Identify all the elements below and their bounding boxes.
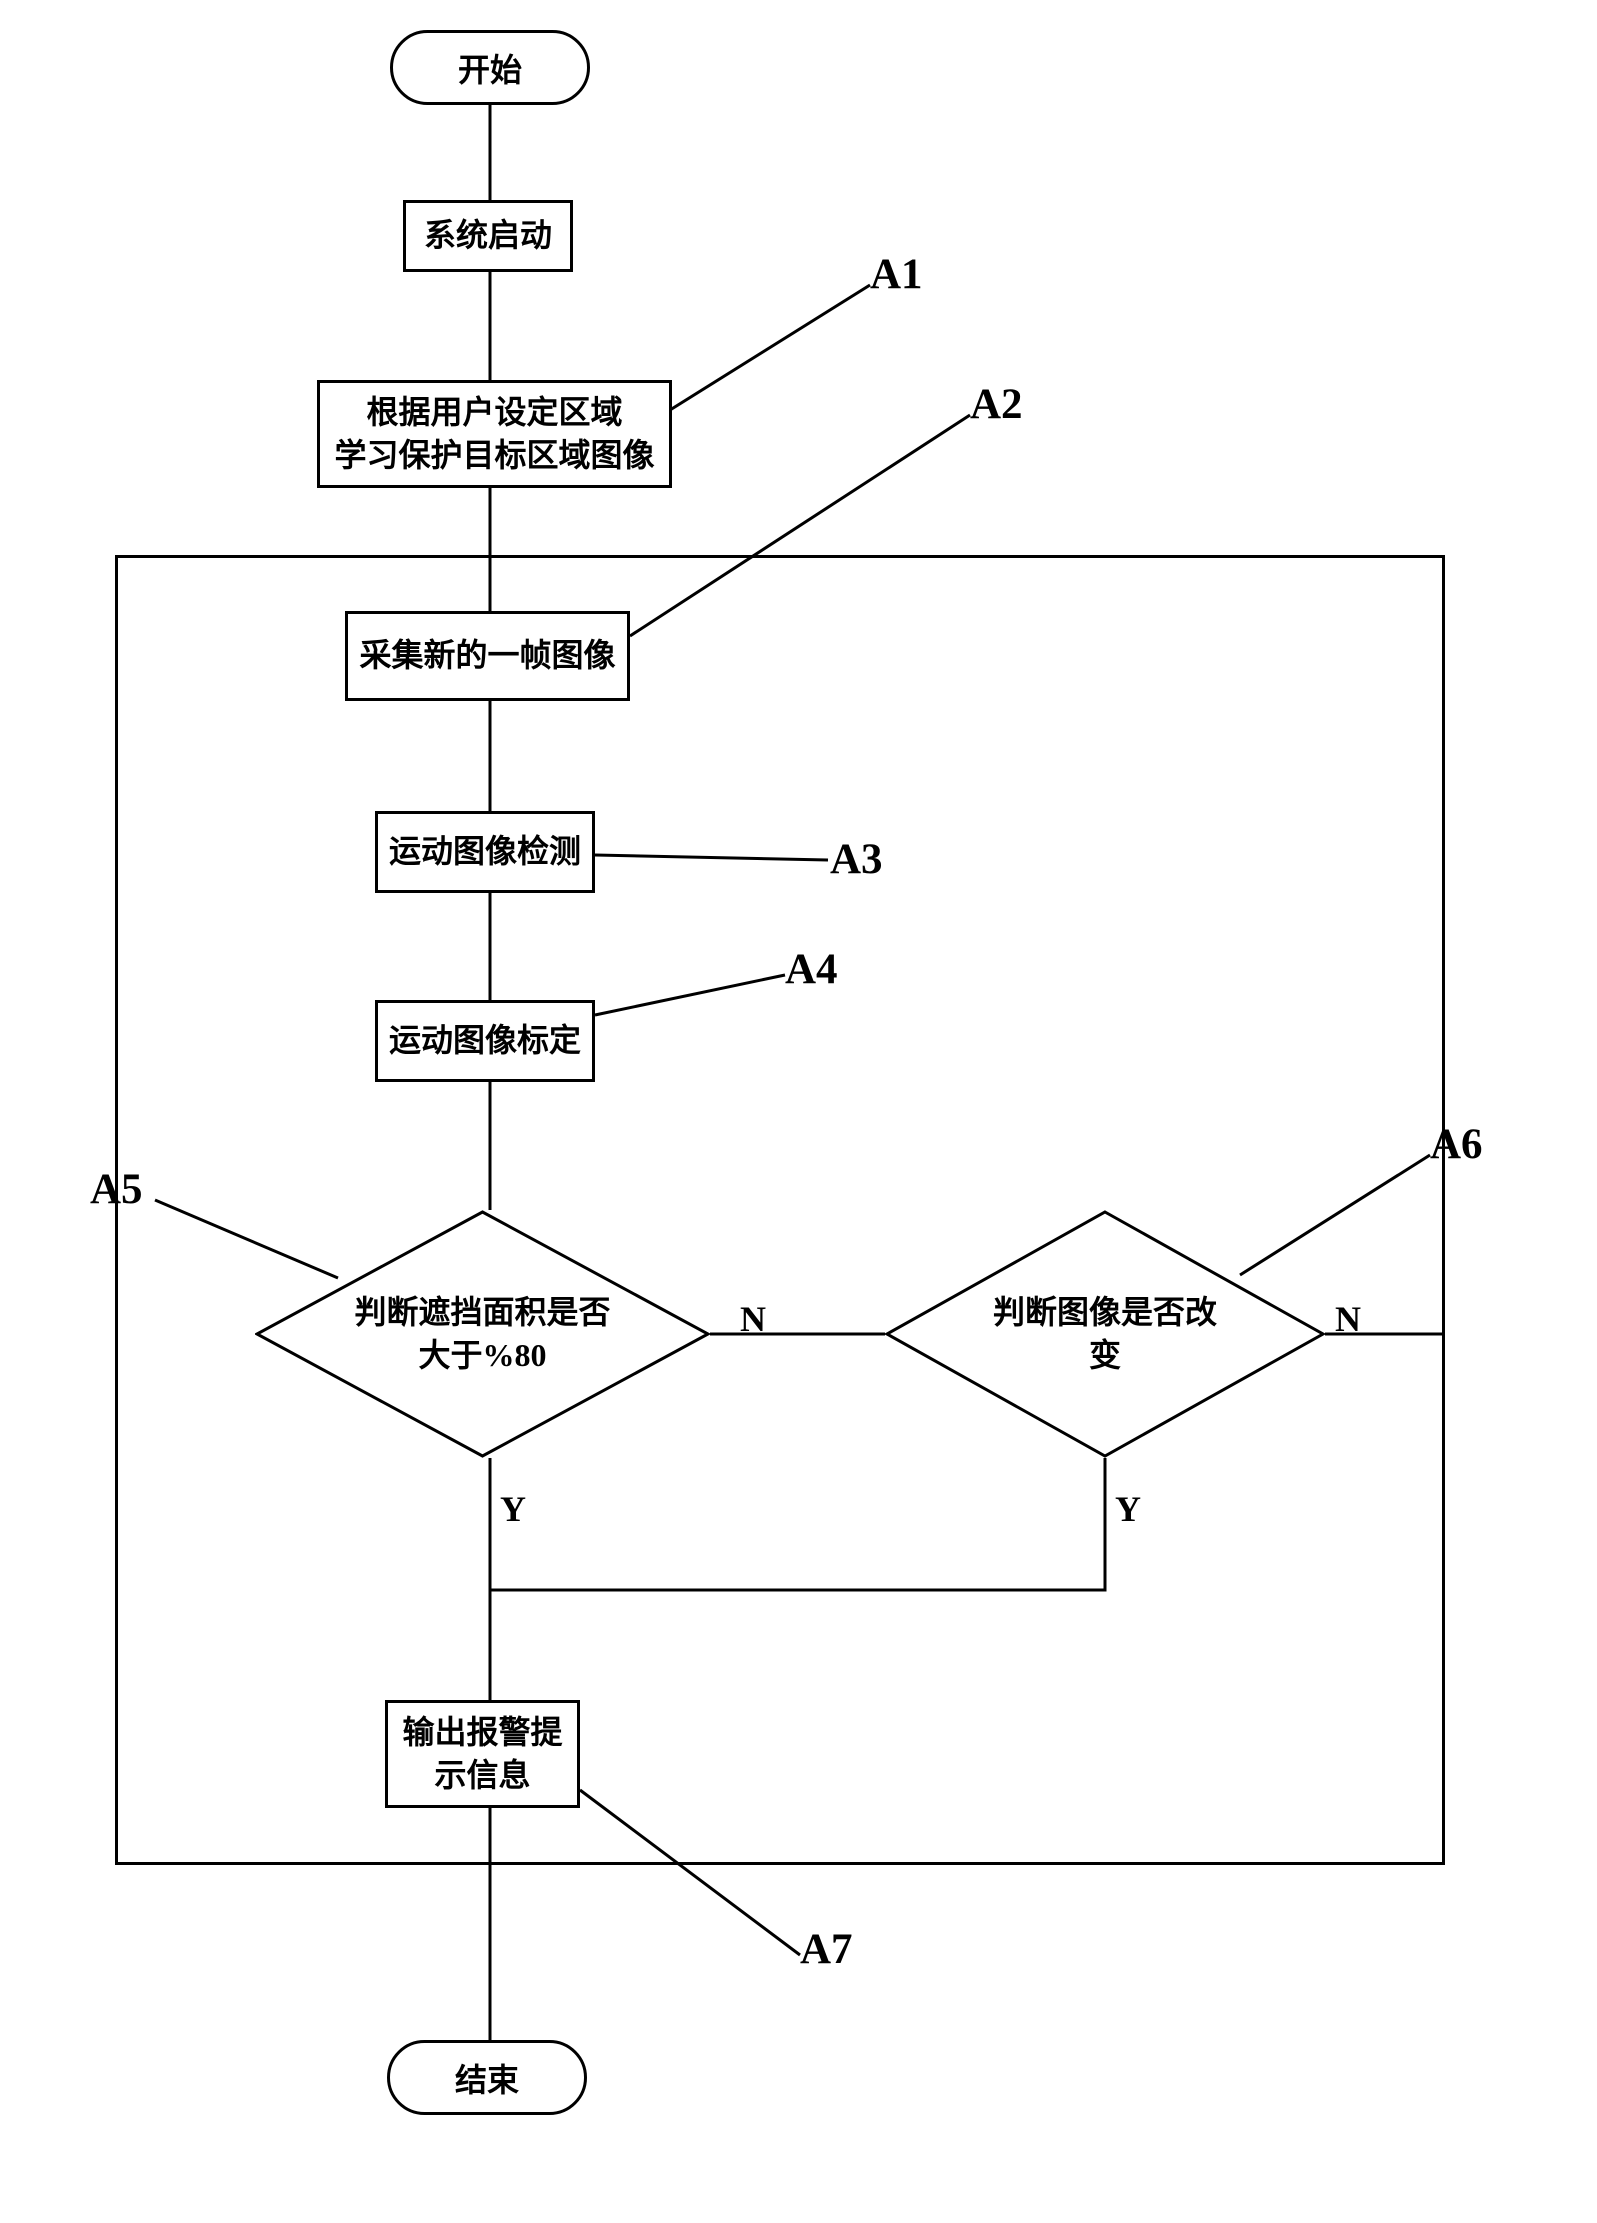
edge-label-Y: Y <box>1115 1488 1141 1530</box>
flowchart-canvas: 开始系统启动根据用户设定区域学习保护目标区域图像采集新的一帧图像运动图像检测运动… <box>0 0 1597 2223</box>
callout-A1: A1 <box>870 250 923 299</box>
edge-label-Y: Y <box>500 1488 526 1530</box>
process-a1: 根据用户设定区域学习保护目标区域图像 <box>317 380 672 488</box>
callout-A6: A6 <box>1430 1120 1483 1169</box>
process-a7: 输出报警提示信息 <box>385 1700 580 1808</box>
process-boot: 系统启动 <box>403 200 573 272</box>
edge-label-N: N <box>1335 1298 1361 1340</box>
edge-label-N: N <box>740 1298 766 1340</box>
decision-a6: 判断图像是否改变 <box>885 1210 1325 1458</box>
callout-A3: A3 <box>830 835 883 884</box>
callout-A2: A2 <box>970 380 1023 429</box>
callout-A5: A5 <box>90 1165 143 1214</box>
process-a4: 运动图像标定 <box>375 1000 595 1082</box>
process-a2: 采集新的一帧图像 <box>345 611 630 701</box>
callout-A7: A7 <box>800 1925 853 1974</box>
terminator-end: 结束 <box>387 2040 587 2115</box>
process-a3: 运动图像检测 <box>375 811 595 893</box>
callout-A4: A4 <box>785 945 838 994</box>
decision-a5: 判断遮挡面积是否大于%80 <box>255 1210 710 1458</box>
terminator-start: 开始 <box>390 30 590 105</box>
